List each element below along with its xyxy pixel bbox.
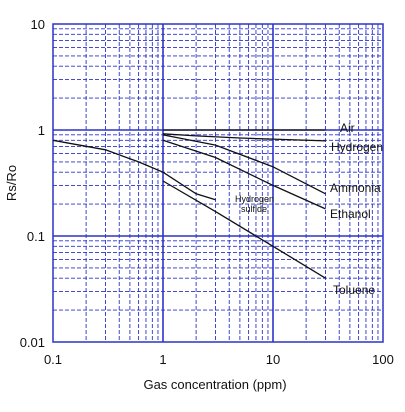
y-tick-label: 10 xyxy=(31,17,45,32)
series-label-ammonia: Ammonia xyxy=(330,181,381,195)
series-line-toluene xyxy=(162,180,326,279)
y-axis-label: Rs/Ro xyxy=(4,165,19,201)
series-line-ethanol xyxy=(162,139,326,210)
x-tick-label: 1 xyxy=(159,352,166,367)
series-label-hydrogen-sulfide: Hydrogen xyxy=(235,194,274,204)
series-line-ammonia xyxy=(162,134,326,195)
x-axis-label: Gas concentration (ppm) xyxy=(143,377,286,392)
series-lines xyxy=(52,129,326,279)
series-label-toluene: Toluene xyxy=(333,283,375,297)
y-tick-label: 0.01 xyxy=(20,335,45,350)
series-label-hydrogen-sulfide: sulfide xyxy=(241,204,267,214)
x-tick-label: 10 xyxy=(266,352,280,367)
series-label-hydrogen: Hydrogen xyxy=(331,140,383,154)
series-label-ethanol: Ethanol xyxy=(330,207,371,221)
plot-frame xyxy=(52,23,384,343)
x-tick-label: 100 xyxy=(372,352,394,367)
x-tick-label: 0.1 xyxy=(44,352,62,367)
y-tick-label: 1 xyxy=(38,123,45,138)
series-label-air: Air xyxy=(340,121,355,135)
series-line-hydrogen xyxy=(162,133,326,142)
series-line-hydrogen-sulfide xyxy=(52,139,216,201)
y-tick-label: 0.1 xyxy=(27,229,45,244)
